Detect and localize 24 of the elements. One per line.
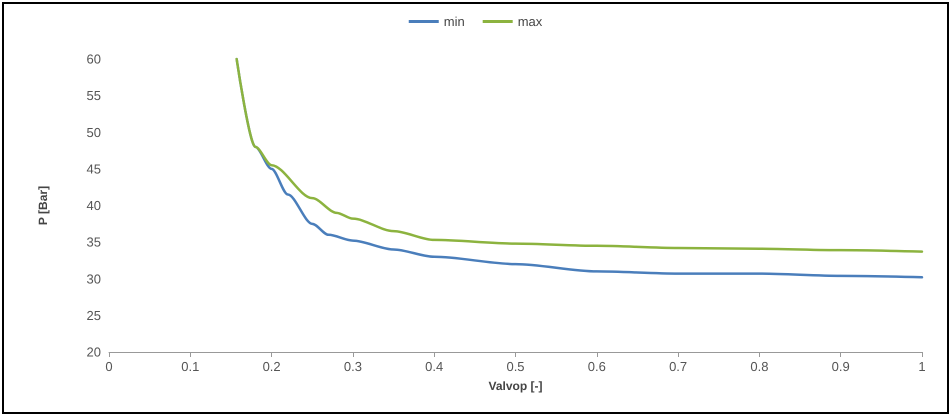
legend-label: max <box>518 14 543 29</box>
y-tick-label: 30 <box>86 271 101 286</box>
x-tick-label: 0.1 <box>181 359 200 374</box>
y-tick-label: 45 <box>86 161 101 176</box>
y-tick-label: 60 <box>86 52 101 66</box>
legend-label: min <box>444 14 465 29</box>
x-tick-label: 0 <box>105 359 113 374</box>
y-tick-label: 20 <box>86 344 101 360</box>
y-tick-label: 50 <box>86 124 101 140</box>
x-tick-label: 0.2 <box>262 359 281 374</box>
x-tick-label: 0.6 <box>588 359 606 374</box>
y-tick-label: 55 <box>86 88 101 104</box>
y-tick-label: 25 <box>86 308 101 323</box>
x-tick-label: 0.7 <box>669 359 688 374</box>
x-axis-title: Valvop [-] <box>488 379 543 393</box>
x-tick-label: 0.9 <box>832 359 850 374</box>
x-tick-label: 0.4 <box>425 359 444 374</box>
y-tick-label: 40 <box>86 198 101 213</box>
x-tick-label: 1 <box>918 359 926 374</box>
y-tick-label: 35 <box>86 234 101 250</box>
x-tick-label: 0.5 <box>506 359 525 374</box>
x-tick-label: 0.8 <box>750 359 768 374</box>
y-axis-title: P [Bar] <box>36 186 50 226</box>
x-tick-label: 0.3 <box>344 359 362 374</box>
